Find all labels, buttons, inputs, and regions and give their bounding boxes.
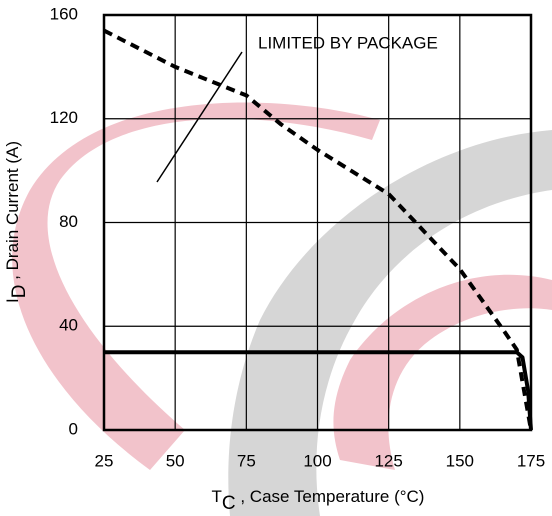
annotation-pointer bbox=[156, 51, 243, 183]
annotation: LIMITED BY PACKAGE bbox=[258, 33, 438, 52]
y-label-sub: D bbox=[9, 285, 30, 299]
x-label-rest: , Case Temperature (°C) bbox=[236, 487, 425, 506]
x-tick-label: 25 bbox=[95, 451, 114, 470]
watermark-gray bbox=[228, 130, 552, 516]
y-tick-label: 0 bbox=[69, 419, 78, 438]
x-tick-label: 75 bbox=[237, 451, 256, 470]
data-line bbox=[103, 28, 533, 431]
y-label-rest: , Drain Current (A) bbox=[3, 141, 22, 285]
y-axis-label: ID , Drain Current (A) bbox=[3, 141, 30, 303]
y-tick-label: 40 bbox=[59, 316, 78, 335]
watermark-red bbox=[333, 274, 552, 470]
x-label-sub: C bbox=[222, 493, 236, 514]
x-label-main: T bbox=[212, 487, 222, 506]
plot-frame bbox=[102, 13, 533, 432]
x-axis-label: TC , Case Temperature (°C) bbox=[212, 487, 425, 514]
x-tick-label: 50 bbox=[166, 451, 185, 470]
y-tick-label: 80 bbox=[59, 212, 78, 231]
x-tick-label: 100 bbox=[303, 451, 331, 470]
y-label-main: I bbox=[3, 298, 22, 303]
x-tick-label: 150 bbox=[446, 451, 474, 470]
marks bbox=[103, 28, 533, 431]
data-line bbox=[104, 350, 533, 431]
x-tick-label: 125 bbox=[374, 451, 402, 470]
y-tick-label: 120 bbox=[50, 108, 78, 127]
x-tick-label: 175 bbox=[517, 451, 545, 470]
y-tick-label: 160 bbox=[50, 4, 78, 23]
grid bbox=[103, 14, 532, 431]
